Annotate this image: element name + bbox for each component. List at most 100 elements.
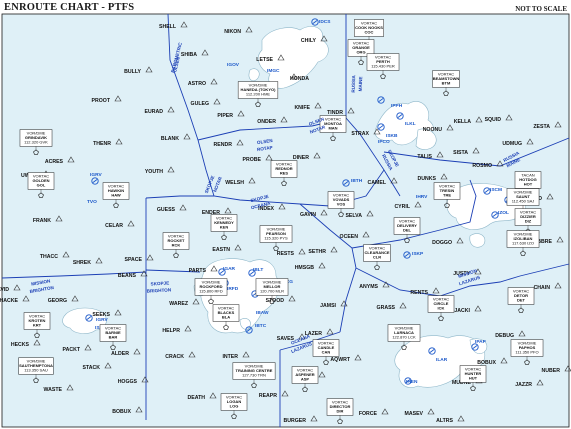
fix-blank[interactable]: BLANK [161,133,191,142]
airport-ipap-icon[interactable] [471,343,479,351]
fix-stack[interactable]: STACK [83,362,112,371]
fix-nikon[interactable]: NIKON [224,26,253,35]
fix-guleg[interactable]: GULEG [191,98,221,107]
fix-chily[interactable]: CHILY [301,35,328,44]
fix-justy[interactable]: JUSTY [453,268,482,277]
fix-acres[interactable]: ACRES [45,156,75,165]
fix-hecks[interactable]: HECKS [11,339,41,348]
fix-eurad[interactable]: EURAD [145,106,175,115]
fix-udmug[interactable]: UDMUG [502,138,534,147]
fix-strax[interactable]: STRAX [351,128,381,137]
fix-crack[interactable]: CRACK [165,351,196,360]
fix-sista[interactable]: SISTA [453,147,480,156]
fix-jamsi[interactable]: JAMSI [320,300,348,309]
fix-ender[interactable]: ENDER [202,207,232,216]
fix-space[interactable]: SPACE [125,254,154,263]
fix-gavin[interactable]: GAVIN [300,209,328,218]
fix-grass[interactable]: GRASS [377,302,407,311]
fix-shrek[interactable]: SHREK [73,257,103,266]
fix-aqwrt[interactable]: AQWRT [330,354,362,363]
fix-saves[interactable]: SAVES [277,333,306,342]
fix-thenr[interactable]: THENR [93,138,123,147]
fix-talis[interactable]: TALIS [417,151,444,160]
fix-diner[interactable]: DINER [293,152,321,161]
fix-beans[interactable]: BEANS [118,270,148,279]
fix-stood[interactable]: STOOD [266,295,296,304]
fix-helpr[interactable]: HELPR [162,325,192,334]
airport-ilkl-icon[interactable] [396,112,404,120]
airport-iblt-icon[interactable] [248,269,256,277]
airport-itrc-icon[interactable] [245,326,253,334]
airport-igrv-icon[interactable] [91,177,99,185]
fix-jacki[interactable]: JACKI [454,305,482,314]
fix-doggo[interactable]: DOGGO [432,237,464,246]
airport-igrvb-icon[interactable] [85,314,93,322]
fix-anyms[interactable]: ANYMS [359,281,390,290]
fix-packt[interactable]: PACKT [63,344,92,353]
fix-jazzr[interactable]: JAZZR [515,379,544,388]
fix-knife[interactable]: KNIFE [294,102,322,111]
fix-waste[interactable]: WASTE [44,384,74,393]
fix-hacke[interactable]: HACKE [0,295,30,304]
fix-bobux[interactable]: BOBUX [477,357,508,366]
fix-letse[interactable]: LETSE [256,54,285,63]
airport-iscm-icon[interactable] [483,187,491,195]
fix-kella[interactable]: KELLA [454,116,483,125]
fix-index[interactable]: INDEX [258,203,286,212]
fix-rents[interactable]: RENTS [410,287,440,296]
fix-chain[interactable]: CHAIN [534,282,562,291]
fix-hoggs[interactable]: HOGGS [118,376,149,385]
fix-eastn[interactable]: EASTN [212,244,242,253]
airport-ibth-icon[interactable] [342,179,350,187]
fix-altrs[interactable]: ALTRS [436,415,465,424]
fix-squid[interactable]: SQUID [485,114,513,123]
fix-proot[interactable]: PROOT [92,95,122,104]
fix-zesta[interactable]: ZESTA [533,121,562,130]
fix-rosmo[interactable]: ROSMO [472,160,504,169]
airport-ipph-icon[interactable] [377,96,385,104]
fix-shiba[interactable]: SHIBA [181,49,209,58]
fix-seeks[interactable]: SEEKS [92,309,122,318]
fix-death[interactable]: DEATH [188,392,217,401]
fix-debug[interactable]: DEBUG [495,330,526,339]
fix-camel[interactable]: CAMEL [368,177,398,186]
airport-igar-icon[interactable] [218,268,226,276]
fix-force[interactable]: FORCE [359,408,389,417]
fix-bully[interactable]: BULLY [124,66,153,75]
fix-parts[interactable]: PARTS [189,265,218,274]
fix-celar[interactable]: CELAR [105,220,135,229]
airport-idcs-icon[interactable] [311,18,319,26]
fix-lazer[interactable]: LAZER [305,328,334,337]
fix-probe[interactable]: PROBE [243,154,273,163]
fix-piper[interactable]: PIPER [217,110,245,119]
fix-honda[interactable]: HONDA [290,73,309,82]
fix-rests[interactable]: RESTS [277,248,306,257]
fix-nuber[interactable]: NUBER [542,365,571,374]
fix-oceen[interactable]: OCEEN [340,231,370,240]
fix-sethr[interactable]: SETHR [308,246,338,255]
fix-reapr[interactable]: REAPR [259,390,289,399]
